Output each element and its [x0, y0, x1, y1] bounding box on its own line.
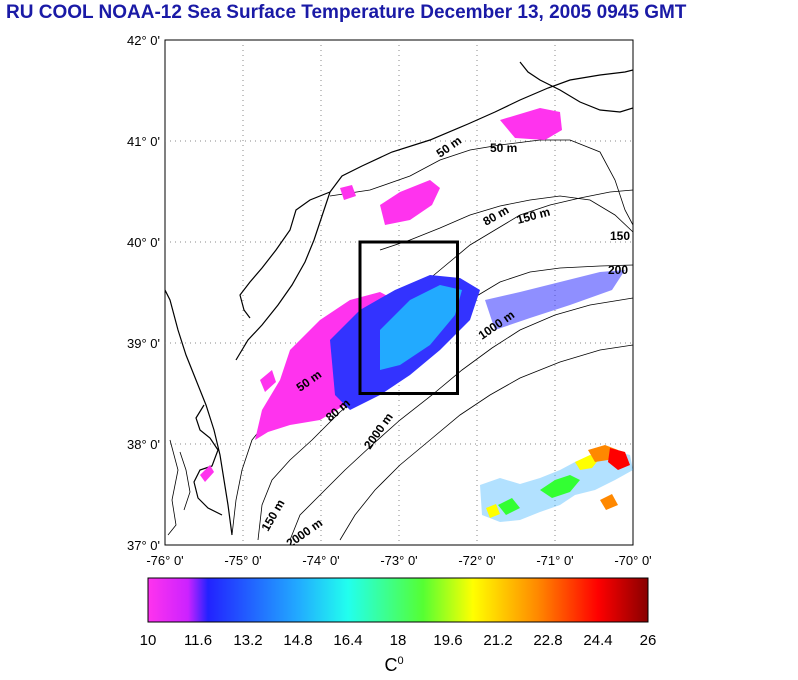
colorbar-tick-label: 14.8 — [283, 632, 313, 649]
contour-label: 150 — [610, 229, 630, 243]
latitude-labels: 42° 0' 41° 0' 40° 0' 39° 0' 38° 0' 37° 0' — [127, 33, 160, 553]
colorbar-tick-label: 21.2 — [483, 632, 513, 649]
colorbar-tick-label: 19.6 — [433, 632, 463, 649]
coastline — [165, 61, 633, 536]
contour-label: 50 m — [490, 141, 517, 155]
latitude-label: 39° 0' — [127, 336, 160, 351]
longitude-label: -76° 0' — [146, 553, 183, 568]
colorbar-tick-label: 10 — [139, 632, 157, 649]
colorbar-tick-label: 22.8 — [533, 632, 563, 649]
latitude-label: 38° 0' — [127, 437, 160, 452]
longitude-label: -71° 0' — [536, 553, 573, 568]
contour-label: 200 — [608, 263, 628, 277]
colorbar-tick-label: 13.2 — [233, 632, 263, 649]
longitude-labels: -76° 0' -75° 0' -74° 0' -73° 0' -72° 0' -71° … — [146, 553, 651, 568]
colorbar — [147, 577, 649, 623]
longitude-label: -75° 0' — [224, 553, 261, 568]
latitude-label: 41° 0' — [127, 134, 160, 149]
longitude-label: -72° 0' — [458, 553, 495, 568]
latitude-label: 37° 0' — [127, 538, 160, 553]
latitude-label: 40° 0' — [127, 235, 160, 250]
longitude-label: -73° 0' — [380, 553, 417, 568]
study-area-box — [358, 240, 459, 395]
colorbar-unit: C0 — [384, 655, 404, 675]
graticule — [165, 40, 633, 545]
latitude-label: 42° 0' — [127, 33, 160, 48]
longitude-label: -70° 0' — [614, 553, 651, 568]
map-title: RU COOL NOAA-12 Sea Surface Temperature … — [6, 2, 687, 23]
colorbar-tick-label: 16.4 — [333, 632, 363, 649]
colorbar-tick-label: 26 — [639, 632, 657, 649]
longitude-label: -74° 0' — [302, 553, 339, 568]
colorbar-tick-label: 24.4 — [583, 632, 613, 649]
colorbar-tick-label: 11.6 — [183, 632, 213, 649]
colorbar-tick-label: 18 — [389, 632, 407, 649]
